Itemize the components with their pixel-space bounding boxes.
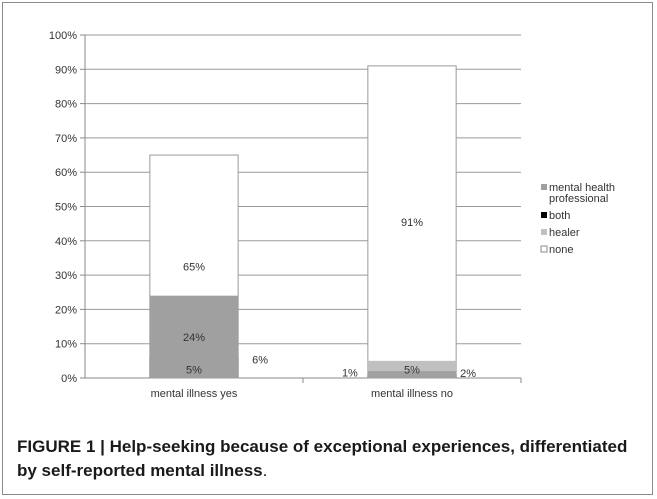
y-tick-label: 70% (55, 133, 77, 145)
y-tick-label: 90% (55, 64, 77, 76)
bar-segment (149, 295, 239, 378)
x-category-label: mental illness yes (151, 388, 238, 400)
legend-label: healer (549, 227, 580, 239)
legend-label: none (549, 244, 573, 256)
bar-segment (367, 65, 457, 379)
axes: 0% 10% 20% 30% 40% 50% 60% 70% 80% 90% 100% mental … (49, 30, 522, 400)
y-tick-label: 40% (55, 236, 77, 248)
legend-label: professional (549, 193, 608, 205)
y-tick-label: 100% (49, 30, 77, 42)
caption-text: FIGURE 1 | Help-seeking because of excep… (17, 437, 628, 480)
figure-frame: 0% 10% 20% 30% 40% 50% 60% 70% 80% 90% 100% mental … (2, 2, 653, 495)
legend-swatch (541, 184, 547, 190)
bar-segment (367, 371, 457, 378)
y-tick-label: 20% (55, 304, 77, 316)
legend-label: both (549, 210, 570, 222)
y-tick-label: 50% (55, 202, 77, 214)
legend-label: mental health (549, 182, 615, 194)
legend-swatch (541, 229, 547, 235)
x-category-label: mental illness no (371, 388, 453, 400)
legend-swatch (540, 245, 548, 253)
y-tick-label: 60% (55, 167, 77, 179)
data-label: 24% (183, 332, 205, 344)
figure-caption: FIGURE 1 | Help-seeking because of excep… (17, 435, 637, 483)
y-tick-label: 0% (61, 373, 77, 385)
data-label: 5% (404, 364, 420, 376)
data-labels: 65% 5% 6% 24% 91% 5% 1% 2% (183, 217, 476, 380)
data-label: 65% (183, 262, 205, 274)
data-label: 5% (186, 364, 202, 376)
data-label: 2% (460, 368, 476, 380)
data-label: 6% (252, 354, 268, 366)
data-label: 1% (342, 368, 358, 380)
caption-period: . (262, 461, 268, 480)
y-tick-label: 80% (55, 99, 77, 111)
y-tick-label: 30% (55, 270, 77, 282)
y-tick-label: 10% (55, 339, 77, 351)
data-label: 91% (401, 217, 423, 229)
legend-swatch (541, 212, 547, 218)
bars (149, 65, 457, 379)
stacked-bar-chart: 0% 10% 20% 30% 40% 50% 60% 70% 80% 90% 100% mental … (49, 30, 615, 400)
